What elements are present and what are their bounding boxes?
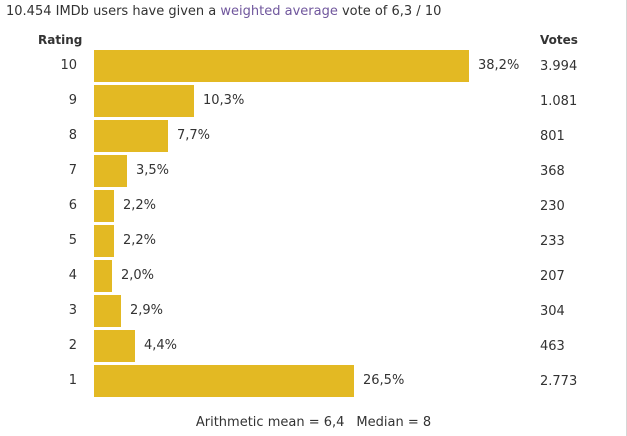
rating-label: 8 (68, 128, 77, 143)
rating-bar (93, 189, 115, 223)
votes-count: 230 (540, 199, 565, 214)
rating-label: 1 (68, 373, 77, 388)
statistics-footer: Arithmetic mean = 6,4 Median = 8 (0, 415, 627, 431)
percent-label: 38,2% (478, 58, 520, 73)
rating-bar (93, 294, 122, 328)
percent-label: 2,2% (123, 198, 157, 213)
rating-label: 10 (60, 58, 77, 73)
percent-label: 7,7% (177, 128, 211, 143)
rating-label: 3 (68, 303, 77, 318)
rating-summary: 10.454 IMDb users have given a weighted … (6, 4, 441, 20)
votes-count: 233 (540, 234, 565, 249)
rating-bar (93, 49, 470, 83)
weighted-average-link[interactable]: weighted average (220, 4, 338, 19)
rating-bar (93, 329, 136, 363)
summary-suffix: vote of 6,3 / 10 (337, 4, 442, 19)
votes-count: 368 (540, 164, 565, 179)
percent-label: 4,4% (144, 338, 178, 353)
rating-label: 6 (68, 198, 77, 213)
votes-count: 304 (540, 304, 565, 319)
percent-label: 10,3% (203, 93, 245, 108)
rating-label: 9 (68, 93, 77, 108)
rating-column-header: Rating (38, 33, 83, 47)
summary-prefix: 10.454 IMDb users have given a (6, 4, 221, 19)
arithmetic-mean: Arithmetic mean = 6,4 (195, 415, 345, 430)
votes-count: 1.081 (540, 94, 578, 109)
percent-label: 2,2% (123, 233, 157, 248)
rating-bar (93, 84, 195, 118)
percent-label: 26,5% (363, 373, 405, 388)
rating-bar (93, 119, 169, 153)
rating-bar (93, 259, 113, 293)
rating-bar (93, 364, 355, 398)
rating-label: 4 (68, 268, 77, 283)
rating-bar (93, 154, 128, 188)
rating-label: 5 (68, 233, 77, 248)
percent-label: 2,9% (130, 303, 164, 318)
percent-label: 2,0% (121, 268, 155, 283)
votes-column-header: Votes (540, 33, 578, 47)
rating-bar (93, 224, 115, 258)
votes-count: 2.773 (540, 374, 578, 389)
percent-label: 3,5% (136, 163, 170, 178)
votes-count: 801 (540, 129, 565, 144)
rating-label: 2 (68, 338, 77, 353)
votes-count: 207 (540, 269, 565, 284)
votes-count: 463 (540, 339, 565, 354)
median: Median = 8 (356, 415, 432, 430)
votes-count: 3.994 (540, 59, 578, 74)
rating-label: 7 (68, 163, 77, 178)
